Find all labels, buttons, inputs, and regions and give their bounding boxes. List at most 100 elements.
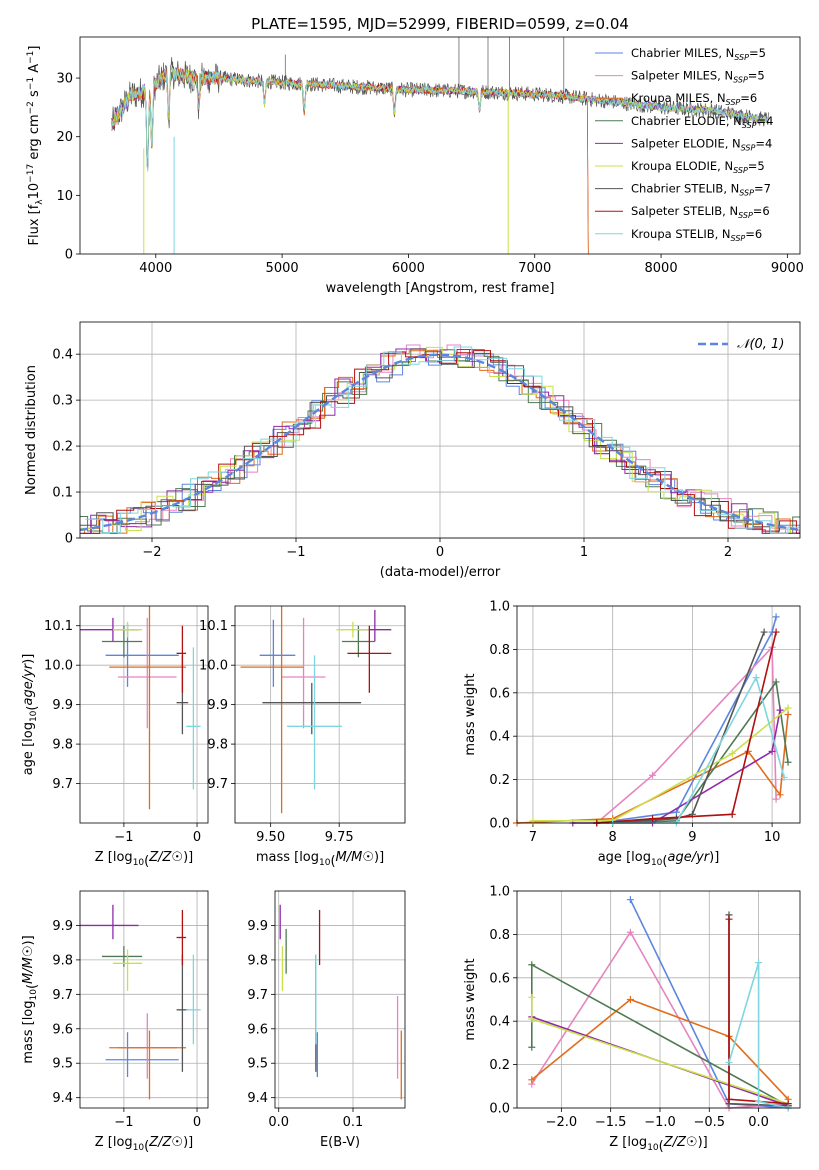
weight-series [532,707,789,822]
y-tick-label: 0.3 [52,394,73,409]
figure-title: PLATE=1595, MJD=52999, FIBERID=0599, z=0… [251,15,629,33]
weight-marker [528,1076,536,1084]
spectrum-series [111,67,589,254]
residuals-panel: −2 −1 0 1 2 0 0.1 0.2 0.3 0.4 (data-model)/error No… [24,321,801,580]
mass_vs_EBV-panel: 0.0 0.1 9.4 9.5 9.6 9.7 9.8 9.9 E(B-V) [247,890,406,1150]
x-tick-label: 0.0 [268,1115,289,1130]
x-tick-label: −2.0 [546,1115,578,1130]
x-tick-label: 2 [724,545,732,560]
weight-marker [784,711,792,718]
weight-marker [784,704,792,712]
errorbar-point [259,619,296,687]
weight-series [596,645,777,824]
y-tick-label: 0.4 [52,348,73,363]
x-tick-label: 1 [580,545,588,560]
spectrum-series [111,67,769,172]
x-tick-label: 9 [688,830,696,845]
x-tick-label: 9000 [771,261,804,276]
y-tick-label: 0.8 [489,928,510,943]
errorbar-point [109,1030,187,1100]
legend-label: Kroupa MILES, NSSP=6 [631,91,757,107]
weight-marker [725,1058,733,1066]
y-tick-label: 0.4 [489,730,510,745]
histograms [80,344,800,534]
y-tick-label: 9.8 [207,738,228,753]
x-axis-label: (data-model)/error [380,565,501,580]
y-tick-label: 10.0 [199,659,228,674]
x-axis-label: E(B-V) [320,1135,360,1150]
weight-marker [755,1097,763,1105]
y-tick-label: 9.7 [207,777,228,792]
errorbar-point [105,1032,179,1077]
axes-frame [516,890,801,1109]
weight-marker [649,815,657,823]
legend-label: Kroupa STELIB, NSSP=6 [631,227,762,243]
errorbars [240,606,392,814]
y-axis-label: mass weight [463,673,478,755]
x-axis-label: Z [log10(Z/Z☉)] [95,850,193,869]
y-tick-label: 9.7 [52,988,73,1003]
normal-curve [80,353,800,532]
legend-item: Kroupa MILES, NSSP=6 [595,91,757,107]
legend-item: Chabrier ELODIE, NSSP=4 [595,114,773,130]
errorbars [80,904,201,1100]
weight-marker [768,747,776,755]
y-tick-label: 9.8 [52,738,73,753]
y-tick-label: 0.8 [489,643,510,658]
legend-item: Chabrier STELIB, NSSP=7 [595,182,771,198]
errorbar-point [176,909,187,966]
weight_vs_age-panel: 7 8 9 10 0.0 0.2 0.4 0.6 0.8 1.0 mass weight age [l… [463,600,801,869]
errorbar-point [118,1013,177,1079]
weight-marker [528,993,536,1001]
weight-marker [752,674,760,682]
y-axis-label: mass [log10(M/M☉)] [21,935,40,1063]
y-tick-label: 0.0 [489,817,510,832]
histogram-series [82,350,800,534]
errorbar-point [287,655,342,790]
age_vs_Z-panel: −1 0 9.7 9.8 9.9 10.0 10.1 Z [log10(Z/Z☉)] age [… [21,605,209,869]
axes-frame [79,36,801,255]
errorbar-point [186,647,201,790]
errorbar-point [186,954,201,1045]
weight-marker [528,1015,536,1023]
legend-item: Salpeter STELIB, NSSP=6 [595,204,770,220]
weight-marker [772,613,780,621]
axes-frame [79,605,209,824]
weight-marker [725,915,733,923]
weight-marker [772,678,780,686]
x-tick-label: −1 [286,545,305,560]
y-tick-label: 9.6 [52,1022,73,1037]
errorbar-point [176,625,187,693]
axes-frame [274,890,406,1109]
legend-label: Salpeter MILES, NSSP=5 [631,69,765,85]
y-axis-label: age [log10(age/yr)] [21,654,40,776]
weight_vs_Z-panel: −2.0 −1.5 −1.0 −0.5 0.0 0.0 0.2 0.4 0.6 0.8 1.0 mas… [463,885,801,1154]
y-tick-label: 9.5 [52,1057,73,1072]
weight-marker [755,959,763,967]
x-tick-label: −0.5 [693,1115,725,1130]
y-tick-label: 0.6 [489,971,510,986]
x-tick-label: 0 [193,1115,201,1130]
legend-item: Kroupa STELIB, NSSP=6 [595,227,762,243]
x-tick-label: 9.75 [325,830,354,845]
x-axis-label: age [log10(age/yr)] [598,850,720,869]
y-tick-label: 9.8 [52,953,73,968]
y-tick-label: 20 [56,130,73,145]
histogram-series [85,346,800,534]
y-tick-label: 0.2 [489,773,510,788]
weight-series [572,710,781,824]
y-tick-label: 9.9 [247,919,268,934]
x-tick-label: 0.1 [343,1115,364,1130]
y-tick-label: 10.1 [199,619,228,634]
y-tick-label: 9.9 [207,698,228,713]
weight-marker [528,961,536,969]
y-tick-label: 9.6 [247,1022,268,1037]
weight-marker [626,896,634,904]
errorbar-point [176,954,189,1072]
x-tick-label: 8000 [645,261,678,276]
errorbar-point [336,621,370,638]
weight-marker [780,773,788,781]
x-tick-label: 4000 [139,261,172,276]
y-axis-label: mass weight [463,958,478,1040]
